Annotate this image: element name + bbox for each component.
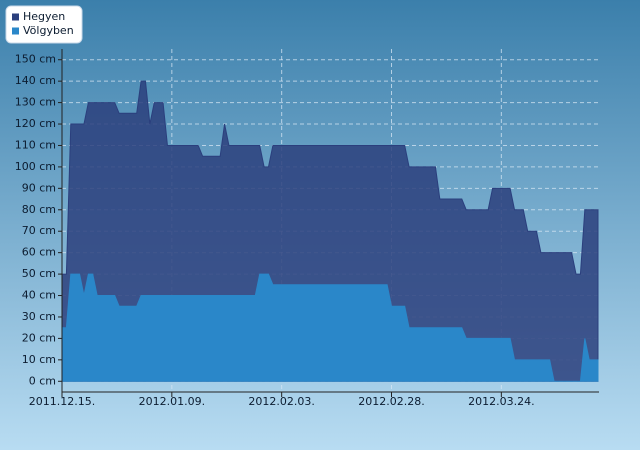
y-tick-label: 150 cm — [15, 53, 56, 66]
y-tick-label: 60 cm — [22, 246, 56, 259]
y-tick-label: 90 cm — [22, 181, 56, 194]
x-tick-label: 2012.03.24. — [468, 395, 534, 408]
y-tick-label: 50 cm — [22, 267, 56, 280]
y-tick-label: 110 cm — [15, 138, 56, 151]
y-tick-label: 0 cm — [29, 374, 56, 387]
y-tick-label: 80 cm — [22, 203, 56, 216]
legend-label: Völgyben — [23, 24, 74, 37]
x-tick-label: 2012.02.03. — [248, 395, 314, 408]
x-tick-label: 2012.02.28. — [358, 395, 424, 408]
legend-swatch — [12, 27, 19, 35]
y-tick-label: 40 cm — [22, 289, 56, 302]
area — [61, 273, 599, 382]
x-tick-label: 2011.12.15. — [29, 395, 95, 408]
y-tick-label: 10 cm — [22, 353, 56, 366]
y-tick-label: 100 cm — [15, 160, 56, 173]
y-tick-label: 30 cm — [22, 310, 56, 323]
y-tick-label: 120 cm — [15, 117, 56, 130]
y-tick-label: 140 cm — [15, 74, 56, 87]
y-tick-label: 20 cm — [22, 331, 56, 344]
y-tick-label: 70 cm — [22, 224, 56, 237]
legend-label: Hegyen — [23, 10, 65, 23]
y-tick-label: 130 cm — [15, 96, 56, 109]
legend-box — [5, 5, 83, 44]
x-tick-label: 2012.01.09. — [139, 395, 205, 408]
legend-swatch — [12, 13, 19, 21]
